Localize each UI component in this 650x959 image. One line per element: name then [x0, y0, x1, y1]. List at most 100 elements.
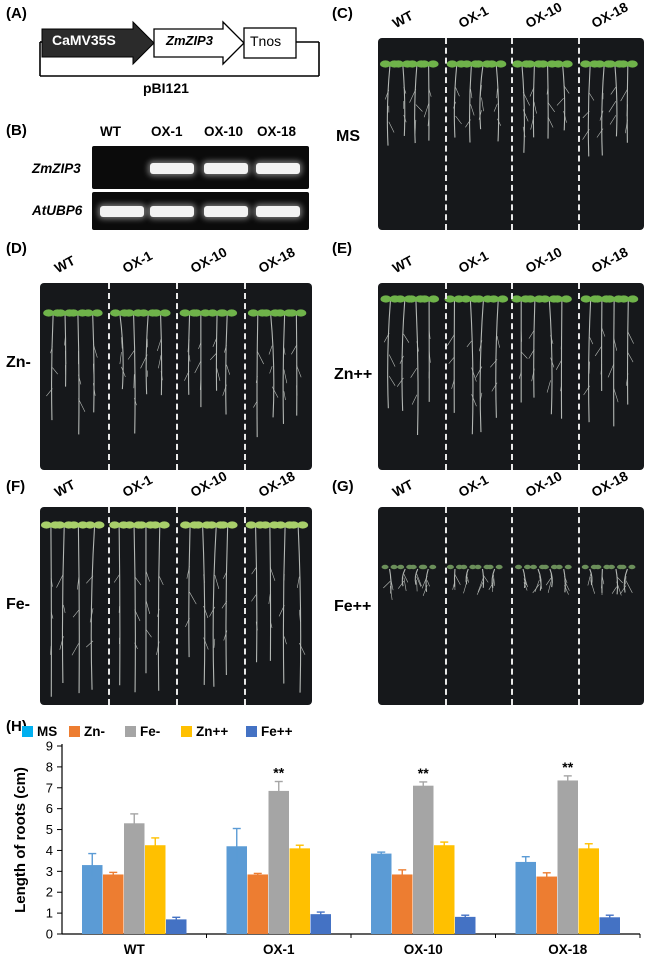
- seedling: [109, 521, 130, 686]
- panel-label-g: (G): [332, 478, 354, 495]
- panel-label-c: (C): [332, 5, 353, 22]
- plate-column-label: OX-18: [255, 244, 298, 276]
- seedling: [446, 60, 467, 138]
- plate-zn-minus: [40, 283, 312, 470]
- y-axis-label: Length of roots (cm): [12, 767, 29, 913]
- gel-image-zmzip3: [92, 146, 309, 189]
- bar: [310, 914, 331, 934]
- panel-label-a: (A): [6, 5, 27, 22]
- seedling: [67, 309, 88, 435]
- condition-label-fe-minus: Fe-: [6, 596, 30, 613]
- plate-column-label: WT: [51, 476, 78, 500]
- promoter-arrow: [41, 20, 155, 66]
- seedling: [446, 564, 463, 590]
- gel-band: [100, 206, 144, 217]
- seedling: [515, 564, 532, 591]
- gel-band: [204, 206, 248, 217]
- x-tick-label: OX-18: [548, 942, 588, 957]
- plate-column-label: OX-10: [187, 468, 230, 500]
- seedling: [190, 309, 211, 408]
- gel-gene-atubp6: AtUBP6: [32, 203, 83, 218]
- y-tick-label: 2: [46, 885, 53, 900]
- seedling: [406, 60, 427, 144]
- legend-swatch: [22, 726, 33, 737]
- plate-column-label: OX-18: [589, 0, 631, 31]
- construct-diagram: [39, 20, 320, 77]
- seedling: [392, 60, 413, 136]
- plate-ms: [378, 38, 644, 230]
- seedlings: [379, 60, 638, 157]
- gel-band: [150, 206, 194, 217]
- gel-band: [204, 163, 248, 174]
- seedling: [275, 521, 296, 684]
- gel-band: [150, 163, 194, 174]
- seedling: [419, 295, 440, 402]
- bar: [434, 845, 455, 934]
- bar: [413, 785, 434, 934]
- y-tick-label: 5: [46, 822, 53, 837]
- seedling: [381, 564, 398, 601]
- panel-label-f: (F): [6, 478, 26, 495]
- seedling: [524, 60, 545, 138]
- seedling: [541, 564, 558, 593]
- x-tick-label: OX-10: [404, 942, 443, 957]
- seedling: [286, 309, 307, 416]
- y-tick-label: 1: [46, 906, 53, 921]
- seedling: [138, 309, 159, 395]
- seedling: [486, 60, 507, 142]
- plate-column-label: OX-10: [187, 244, 230, 276]
- seedling: [524, 295, 545, 398]
- seedling: [206, 521, 227, 687]
- significance-mark: **: [273, 765, 284, 781]
- plate-divider: [577, 283, 580, 470]
- seedling: [123, 309, 144, 434]
- gel-lane-wt: WT: [100, 124, 121, 139]
- gel-band: [256, 163, 300, 174]
- x-tick-label: OX-1: [263, 942, 295, 957]
- bar: [557, 780, 578, 934]
- seedling: [259, 521, 280, 661]
- terminator-label: Tnos: [250, 33, 282, 49]
- seedling: [619, 564, 636, 595]
- gene-arrow: [153, 20, 245, 66]
- bar: [166, 919, 187, 934]
- bar: [103, 874, 124, 934]
- plate-divider: [444, 38, 447, 230]
- plate-divider: [577, 38, 580, 230]
- condition-label-fe-plus: Fe++: [334, 598, 372, 615]
- plate-column-label: OX-10: [522, 0, 565, 31]
- plate-divider: [244, 507, 246, 705]
- bar: [124, 823, 145, 934]
- seedling: [529, 564, 546, 594]
- seedling: [43, 309, 64, 421]
- seedling: [394, 295, 415, 411]
- gel-image-atubp6: [92, 192, 309, 230]
- y-tick-label: 4: [46, 843, 53, 858]
- seedlings: [380, 295, 639, 435]
- plate-column-label: OX-18: [589, 244, 631, 276]
- seedling: [124, 521, 145, 693]
- plate-divider: [108, 507, 110, 705]
- seedling: [274, 309, 295, 424]
- bar: [599, 917, 620, 934]
- seedling: [460, 295, 481, 435]
- seedling: [607, 564, 624, 596]
- seedling: [581, 564, 598, 594]
- seedling: [55, 309, 76, 387]
- seedling: [555, 564, 572, 595]
- root-length-chart: MS Zn- Fe- Zn++ Fe++ 0 1 2 3 4 5 6 7 8 9 Length of root…: [12, 724, 641, 957]
- gel-lane-ox10: OX-10: [204, 124, 244, 139]
- seedling: [207, 309, 228, 391]
- significance-mark: **: [562, 759, 573, 775]
- seedling: [420, 564, 437, 597]
- seedling: [488, 295, 509, 418]
- plate-fe-plus: [378, 507, 644, 705]
- legend-swatch: [181, 726, 192, 737]
- panel-label-d: (D): [6, 240, 27, 257]
- plate-divider: [444, 283, 447, 470]
- plate-column-label: OX-10: [522, 244, 565, 276]
- condition-label-zn-plus: Zn++: [334, 366, 373, 383]
- plate-fe-minus: [40, 507, 312, 705]
- gel-gene-zmzip3: ZmZIP3: [32, 161, 81, 176]
- gel-band: [256, 206, 300, 217]
